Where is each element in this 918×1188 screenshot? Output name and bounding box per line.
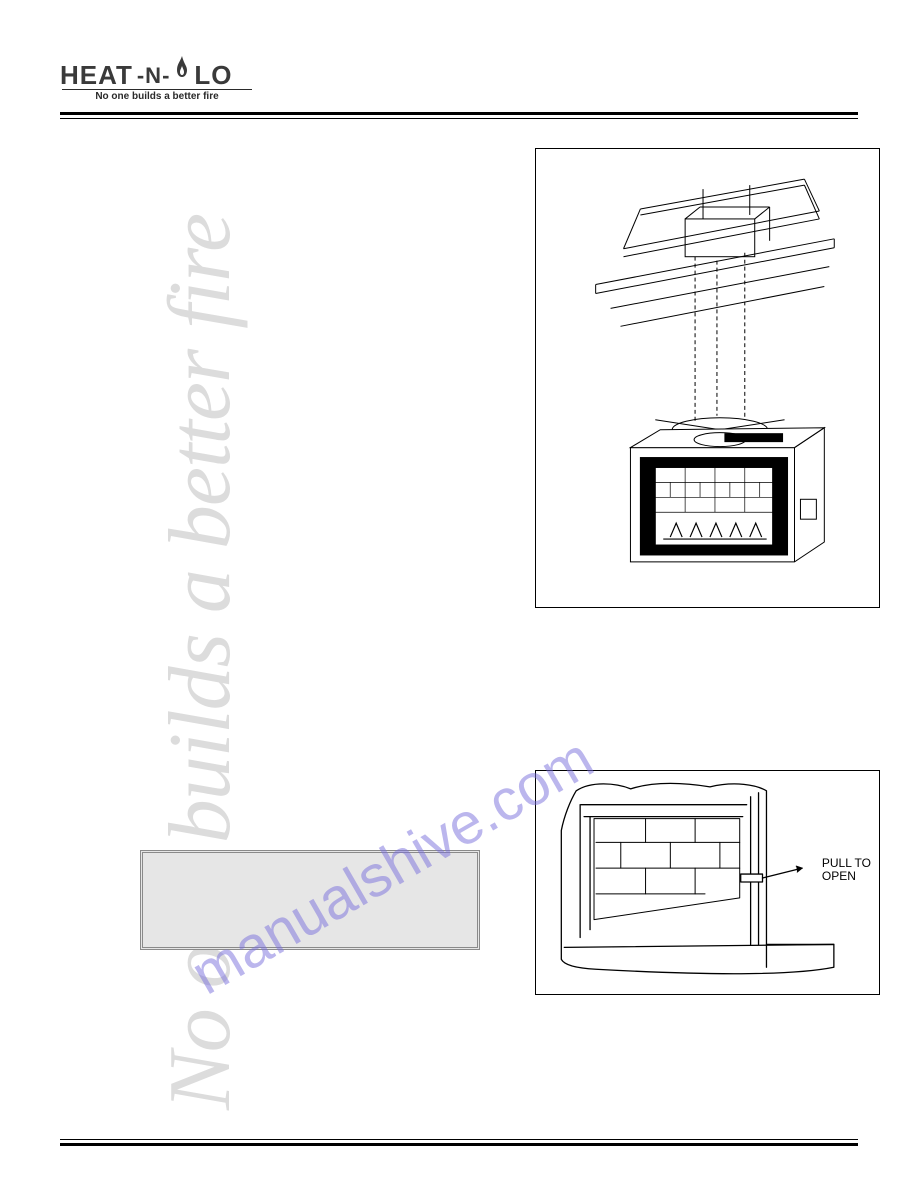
logo-text-heat: HEAT [60, 60, 133, 91]
damper-label-line1: PULL TO [822, 856, 871, 870]
figure-damper-pull-to-open: PULL TO OPEN [535, 770, 880, 995]
header-rule [60, 112, 858, 119]
page-header: HEAT -N- LO No one builds a better fire [60, 60, 858, 119]
callout-box [140, 850, 480, 950]
brand-logo: HEAT -N- LO [60, 60, 858, 91]
logo-text-lo: LO [194, 60, 232, 91]
damper-label-line2: OPEN [822, 869, 856, 883]
footer-rule [60, 1139, 858, 1146]
flame-icon [174, 56, 190, 83]
damper-label: PULL TO OPEN [822, 857, 871, 883]
figure-installation-chimney [535, 148, 880, 608]
watermark-slogan: No one builds a better fire [150, 214, 251, 1110]
logo-text-n: -N- [137, 63, 171, 89]
